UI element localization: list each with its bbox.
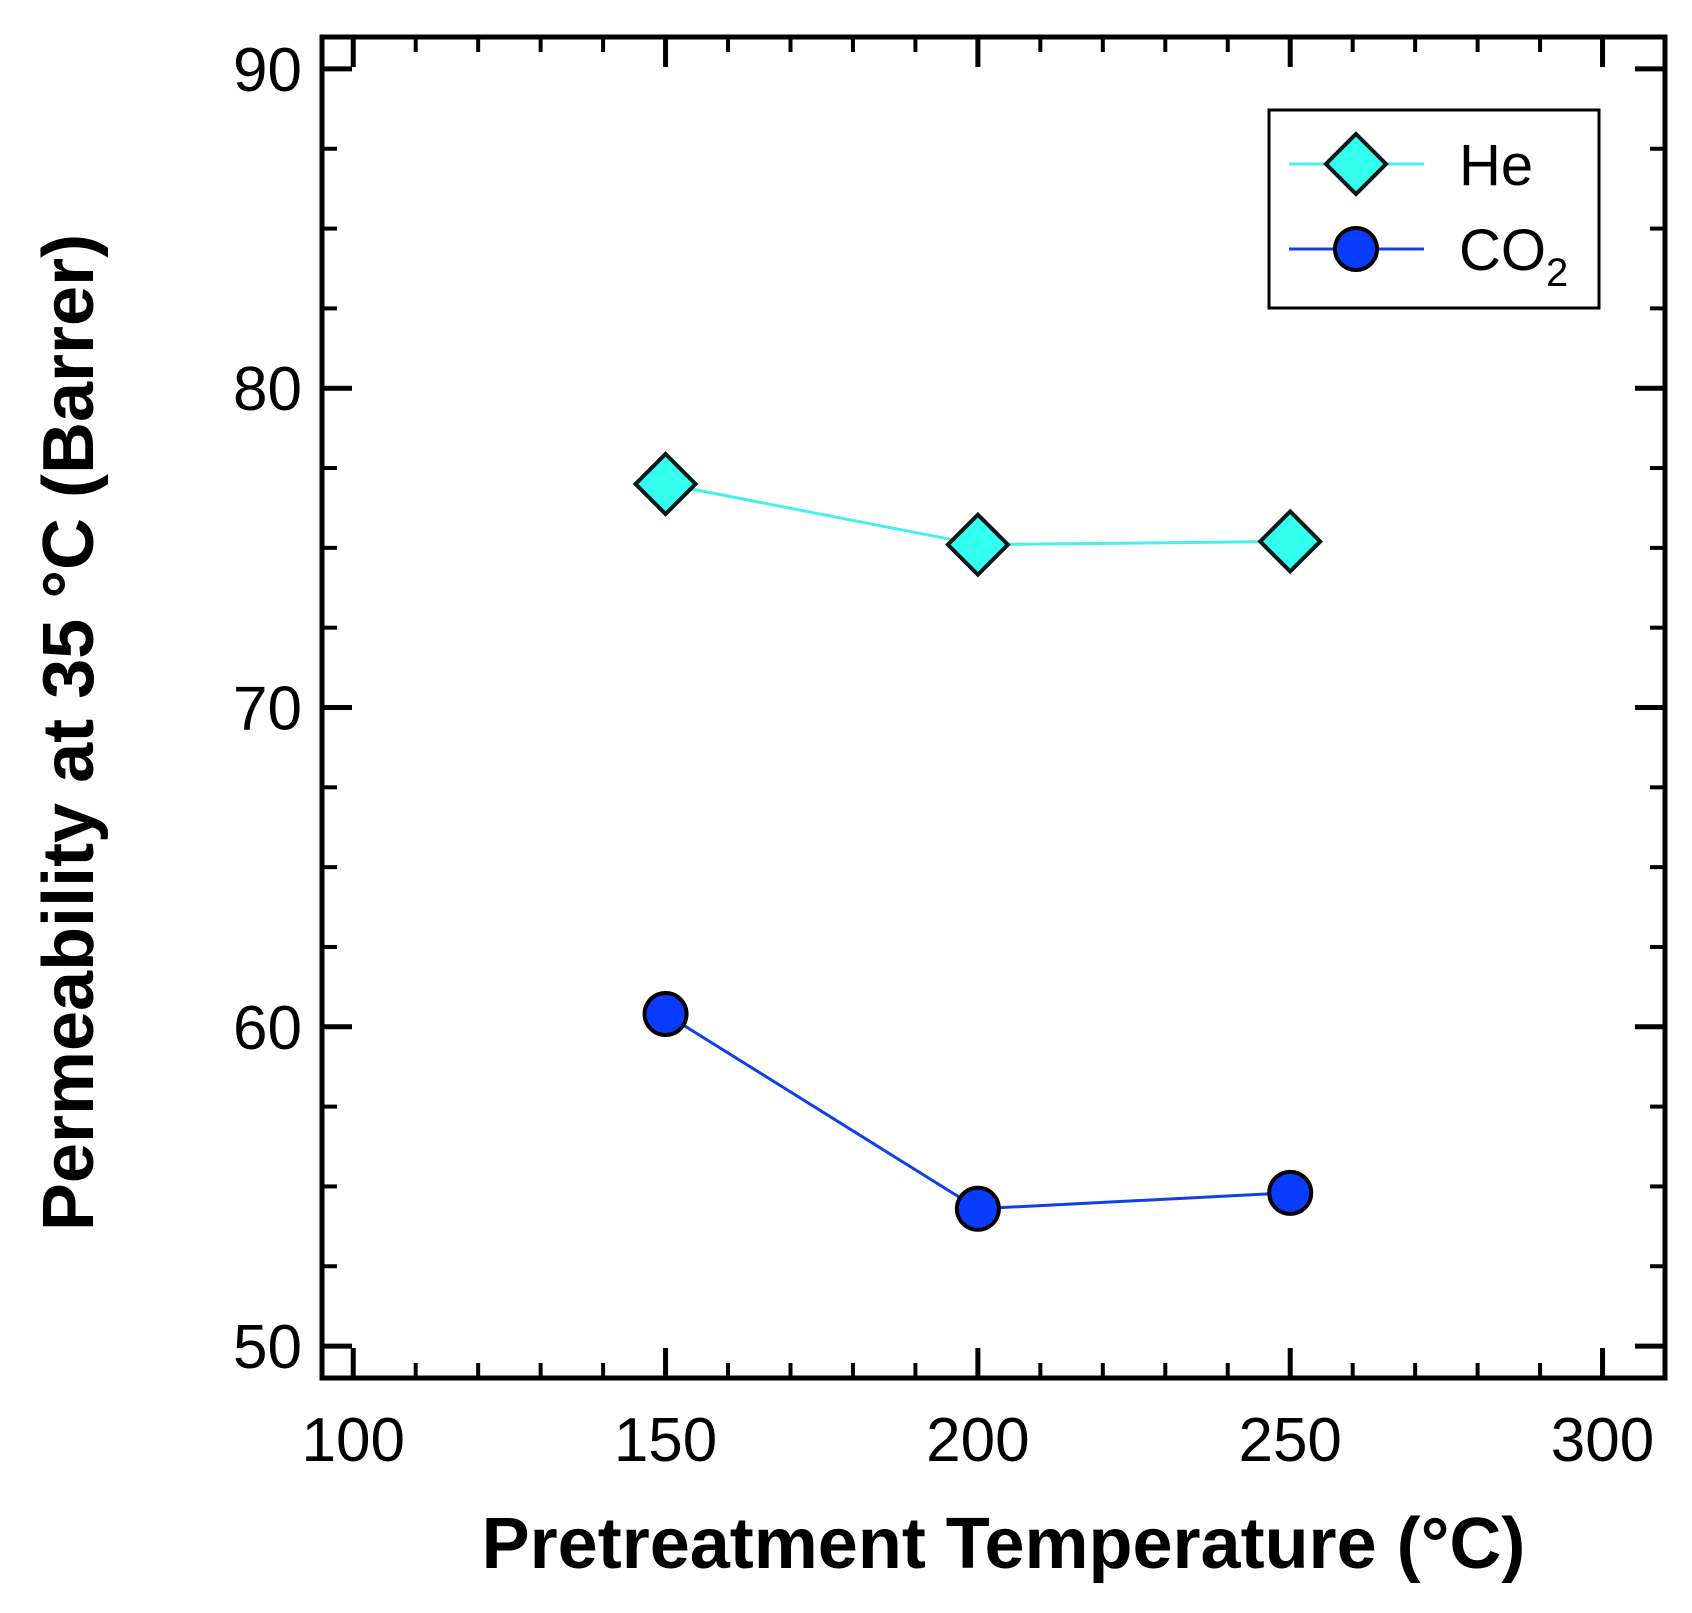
legend-he-marker bbox=[1323, 131, 1389, 197]
y-tick-label: 70 bbox=[233, 675, 302, 744]
x-tick-label: 250 bbox=[1238, 1406, 1341, 1475]
x-tick-label: 300 bbox=[1551, 1406, 1654, 1475]
y-tick-label: 50 bbox=[233, 1313, 302, 1382]
major-ticks bbox=[322, 37, 1665, 1378]
series-points bbox=[632, 451, 1324, 1232]
y-axis-title: Permeability at 35 °C (Barrer) bbox=[29, 234, 109, 1231]
he-data-point bbox=[1257, 508, 1324, 575]
legend-he-label: He bbox=[1459, 133, 1533, 198]
tick-labels: 100 150 200 250 300 50 60 70 80 90 bbox=[233, 36, 1654, 1475]
y-tick-label: 60 bbox=[233, 994, 302, 1063]
x-tick-label: 150 bbox=[614, 1406, 717, 1475]
he-data-point bbox=[945, 511, 1011, 578]
co2-data-point bbox=[1267, 1169, 1314, 1216]
x-tick-label: 100 bbox=[302, 1406, 405, 1475]
x-tick-label: 200 bbox=[926, 1406, 1029, 1475]
co2-series-line bbox=[664, 1012, 1291, 1211]
legend-co2-marker bbox=[1333, 226, 1379, 272]
y-tick-label: 80 bbox=[233, 355, 302, 424]
x-axis-title: Pretreatment Temperature (°C) bbox=[482, 1504, 1526, 1584]
plot-frame bbox=[319, 34, 1668, 1381]
co2-data-point bbox=[954, 1185, 1001, 1232]
he-data-point bbox=[632, 451, 699, 517]
series-lines bbox=[664, 482, 1291, 1211]
co2-data-point bbox=[642, 991, 689, 1038]
legend-co2-subscript: 2 bbox=[1546, 251, 1568, 295]
y-tick-label: 90 bbox=[233, 36, 302, 105]
legend-box bbox=[1267, 108, 1601, 310]
